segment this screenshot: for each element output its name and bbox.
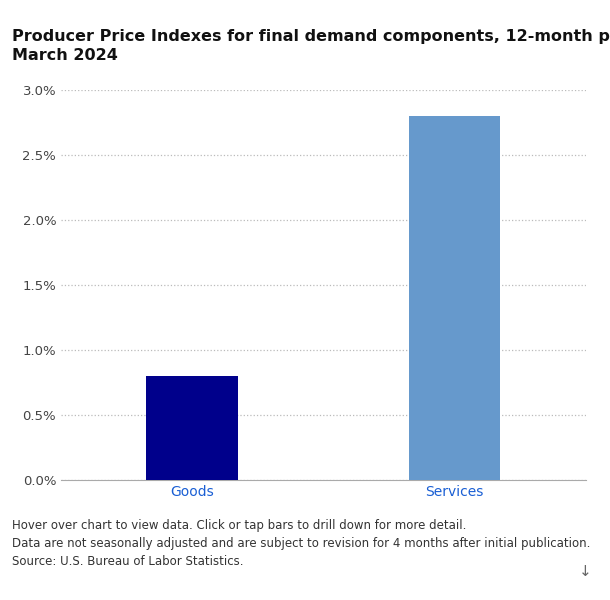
Text: ↓: ↓ [579,564,592,579]
Bar [146,376,238,480]
Text: Producer Price Indexes for final demand components, 12-month percent change,
Mar: Producer Price Indexes for final demand … [12,29,610,63]
Bar [409,116,500,480]
Text: Hover over chart to view data. Click or tap bars to drill down for more detail.
: Hover over chart to view data. Click or … [12,519,590,568]
